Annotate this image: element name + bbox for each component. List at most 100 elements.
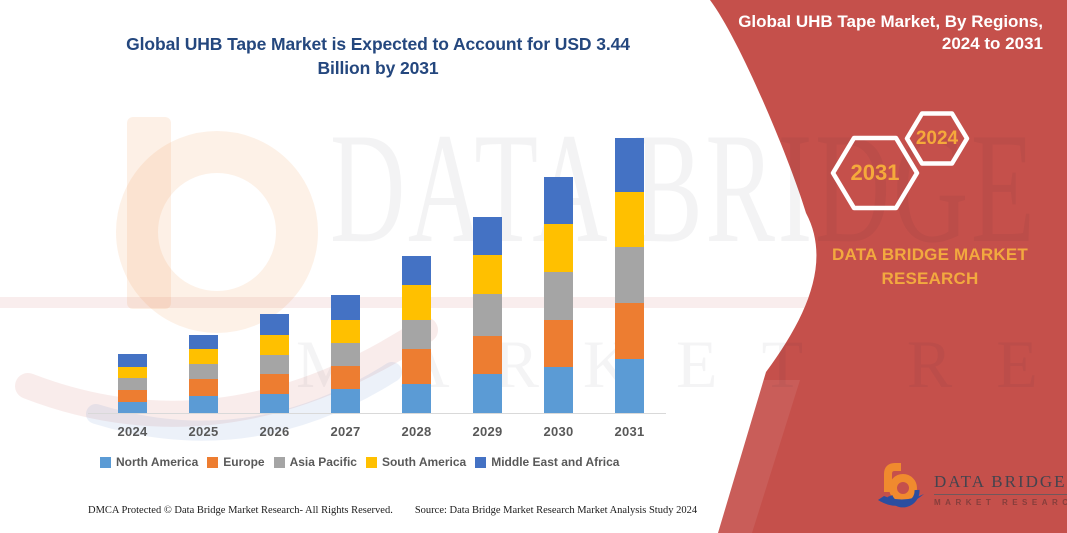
bar-segment-south-america — [118, 367, 147, 378]
bar-2029 — [473, 217, 502, 414]
bar-segment-europe — [260, 374, 289, 394]
legend-item-north-america: North America — [100, 455, 198, 469]
bar-segment-south-america — [189, 349, 218, 364]
logo-name: DATA BRIDGE — [934, 472, 1067, 491]
hexagon-outline — [830, 135, 920, 211]
legend-swatch-icon — [273, 456, 285, 468]
legend-item-europe: Europe — [207, 455, 265, 469]
bar-segment-middle-east-and-africa — [260, 314, 289, 335]
x-axis-label-2028: 2028 — [401, 424, 432, 439]
x-axis-label-2025: 2025 — [188, 424, 219, 439]
bar-segment-europe — [473, 336, 502, 374]
bar-segment-north-america — [615, 359, 644, 414]
bar-2030 — [544, 177, 573, 414]
bar-segment-asia-pacific — [331, 343, 360, 366]
chart-legend: North America Europe Asia Pacific South Ame… — [100, 455, 619, 469]
banner-brand-text: DATA BRIDGE MARKET RESEARCH — [832, 245, 1028, 289]
chart-title: Global UHB Tape Market is Expected to Ac… — [126, 34, 630, 78]
bar-segment-middle-east-and-africa — [331, 295, 360, 320]
footer: DMCA Protected © Data Bridge Market Rese… — [88, 505, 697, 516]
logo-swoosh-arc — [887, 489, 920, 508]
bar-2025 — [189, 335, 218, 414]
legend-label: Europe — [223, 455, 265, 469]
bar-segment-europe — [189, 379, 218, 396]
x-axis-label-2024: 2024 — [117, 424, 148, 439]
bar-segment-middle-east-and-africa — [189, 335, 218, 349]
bar-segment-europe — [544, 320, 573, 367]
footer-dmca: DMCA Protected © Data Bridge Market Rese… — [88, 505, 393, 516]
bar-segment-asia-pacific — [473, 294, 502, 336]
bar-segment-europe — [118, 390, 147, 402]
bar-2031 — [615, 138, 644, 414]
bar-2026 — [260, 314, 289, 414]
bar-segment-north-america — [189, 396, 218, 414]
hexagon-outline — [904, 111, 970, 166]
footer-source: Source: Data Bridge Market Research Mark… — [414, 505, 698, 516]
legend-label: Asia Pacific — [289, 455, 357, 469]
legend-swatch-icon — [475, 456, 487, 468]
legend-swatch-icon — [207, 456, 219, 468]
bar-2024 — [118, 354, 147, 414]
x-axis-label-2030: 2030 — [543, 424, 574, 439]
bar-segment-asia-pacific — [118, 378, 147, 390]
bar-segment-north-america — [473, 374, 502, 414]
bar-segment-north-america — [331, 389, 360, 414]
banner-path — [710, 0, 1067, 533]
bar-segment-europe — [402, 349, 431, 384]
legend-item-middle-east-and-africa: Middle East and Africa — [475, 455, 619, 469]
bar-segment-europe — [615, 303, 644, 359]
bar-segment-asia-pacific — [615, 247, 644, 303]
legend-label: North America — [116, 455, 199, 469]
bar-segment-south-america — [473, 255, 502, 294]
bar-2027 — [331, 295, 360, 414]
dbmr-logo: DATA BRIDGE MARKET RESEARCH — [876, 462, 1067, 512]
bar-segment-middle-east-and-africa — [473, 217, 502, 255]
x-axis-line — [88, 413, 666, 414]
bar-segment-asia-pacific — [260, 355, 289, 374]
legend-label: Middle East and Africa — [491, 455, 620, 469]
dbmr-logo-words: DATA BRIDGE MARKET RESEARCH — [934, 462, 1067, 507]
bar-segment-north-america — [402, 384, 431, 414]
bar-segment-south-america — [260, 335, 289, 355]
legend-swatch-icon — [365, 456, 377, 468]
bar-segment-middle-east-and-africa — [118, 354, 147, 367]
logo-tagline: MARKET RESEARCH — [934, 498, 1067, 507]
logo-underline — [934, 494, 1067, 495]
bar-segment-asia-pacific — [544, 272, 573, 320]
bar-2028 — [402, 256, 431, 414]
bar-segment-south-america — [544, 224, 573, 272]
bar-segment-middle-east-and-africa — [402, 256, 431, 285]
hexagon-2024: 2024 — [904, 111, 970, 166]
legend-label: South America — [381, 455, 467, 469]
banner-heading: Global UHB Tape Market, By Regions, 2024… — [738, 12, 1043, 54]
logo-b-bowl — [889, 474, 917, 502]
bar-segment-asia-pacific — [189, 364, 218, 379]
bar-segment-north-america — [118, 402, 147, 414]
legend-item-asia-pacific: Asia Pacific — [273, 455, 357, 469]
hexagon-2031: 2031 — [830, 135, 920, 211]
bar-segment-north-america — [260, 394, 289, 414]
bar-segment-asia-pacific — [402, 320, 431, 349]
hexagon-year-label: 2031 — [850, 160, 900, 185]
bar-segment-north-america — [544, 367, 573, 414]
logo-b-icon — [884, 463, 901, 492]
banner-edge-highlight — [718, 380, 800, 533]
bar-segment-south-america — [615, 192, 644, 247]
x-axis-label-2029: 2029 — [472, 424, 503, 439]
bar-segment-middle-east-and-africa — [544, 177, 573, 224]
legend-swatch-icon — [100, 456, 111, 468]
watermark-b-bar — [127, 117, 171, 309]
legend-item-south-america: South America — [365, 455, 467, 469]
hexagon-year-label: 2024 — [915, 127, 959, 149]
bar-segment-europe — [331, 366, 360, 389]
watermark-swoosh-red — [15, 317, 438, 427]
x-axis-label-2027: 2027 — [330, 424, 361, 439]
watermark-b-ring — [116, 131, 318, 333]
bar-segment-middle-east-and-africa — [615, 138, 644, 192]
logo-swoosh-icon — [878, 494, 924, 506]
x-axis-label-2031: 2031 — [614, 424, 645, 439]
dbmr-logo-mark — [878, 463, 924, 508]
